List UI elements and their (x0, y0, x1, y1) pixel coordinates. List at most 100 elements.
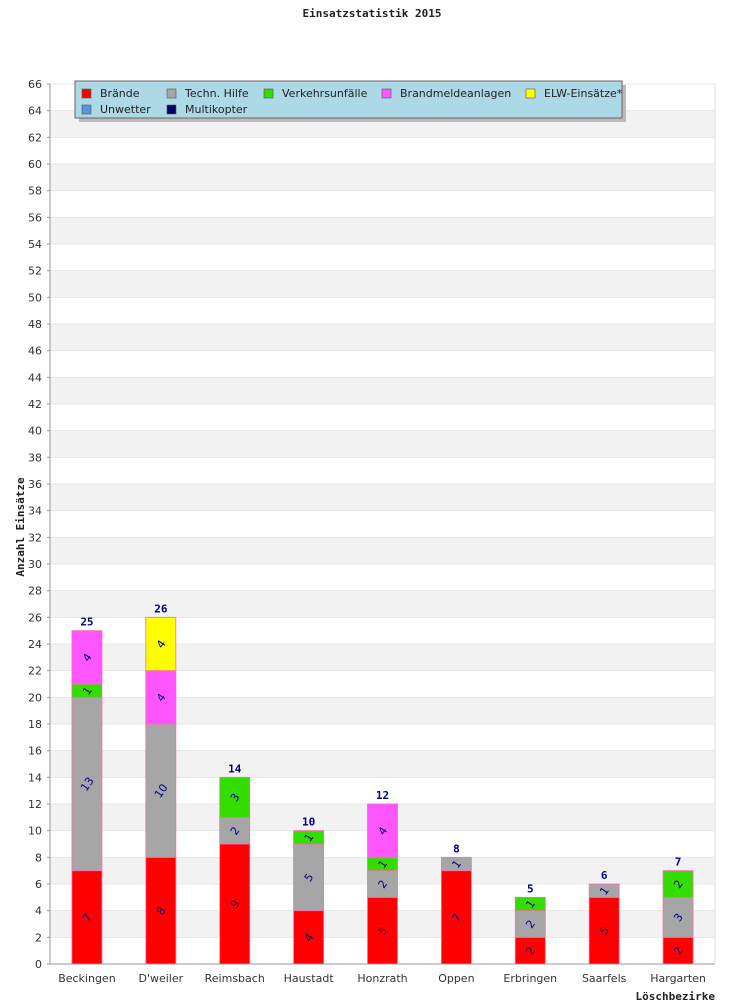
y-tick-label: 2 (35, 931, 42, 944)
grid-band (50, 484, 715, 511)
legend-label: Multikopter (185, 103, 248, 116)
x-tick-label: Erbringen (503, 972, 557, 985)
y-tick-label: 42 (28, 398, 42, 411)
legend-label: Techn. Hilfe (184, 87, 249, 100)
y-tick-label: 54 (28, 238, 42, 251)
y-tick-label: 20 (28, 691, 42, 704)
bar-segment (219, 816, 251, 845)
y-tick-label: 36 (28, 478, 42, 491)
bar-segment (514, 910, 546, 938)
legend-label: Brände (100, 87, 140, 100)
y-tick-label: 62 (28, 131, 42, 144)
bar-segment (293, 830, 325, 845)
legend-swatch (81, 88, 92, 99)
y-tick-label: 56 (28, 211, 42, 224)
bar-segment (367, 870, 398, 898)
legend-label: Unwetter (100, 103, 151, 116)
y-tick-label: 16 (28, 745, 42, 758)
bar-total-label: 5 (527, 882, 534, 895)
y-tick-label: 46 (28, 345, 42, 358)
grid-band (50, 164, 715, 191)
y-tick-label: 12 (28, 798, 42, 811)
bar-segment (588, 896, 620, 965)
bar-segment (145, 723, 177, 858)
bar-segment (71, 870, 103, 965)
bar-total-label: 25 (80, 616, 93, 629)
y-tick-label: 48 (28, 318, 42, 331)
bar-segment (440, 870, 472, 965)
y-tick-label: 30 (28, 558, 42, 571)
legend-label: Brandmeldeanlagen (400, 87, 511, 100)
x-tick-label: Reimsbach (205, 972, 265, 985)
y-tick-label: 66 (28, 78, 42, 91)
bar-segment (514, 936, 546, 965)
chart-title: Einsatzstatistik 2015 (302, 7, 441, 20)
y-tick-label: 26 (28, 611, 42, 624)
x-tick-label: Honzrath (357, 972, 407, 985)
bar-total-label: 6 (601, 869, 608, 882)
x-tick-label: Beckingen (58, 972, 116, 985)
bar-segment (588, 883, 620, 898)
grid-band (50, 217, 715, 244)
grid-band (50, 270, 715, 298)
x-tick-label: Hargarten (650, 972, 706, 985)
bar-segment (662, 870, 694, 898)
bar-segment (514, 896, 546, 912)
legend-label: Verkehrsunfälle (282, 87, 368, 100)
y-tick-label: 6 (35, 878, 42, 891)
bar-segment (219, 776, 251, 818)
y-tick-label: 44 (28, 371, 42, 384)
legend: Brände Techn. Hilfe Verkehrsunfälle Brandme… (74, 80, 626, 122)
bar-segment (440, 856, 472, 872)
bar-segment (71, 630, 103, 685)
y-tick-label: 50 (28, 291, 42, 304)
y-axis: 0246810121416182022242628303234363840424… (28, 78, 51, 971)
grid-band (50, 590, 715, 618)
legend-swatch (166, 88, 177, 99)
legend-swatch (81, 104, 92, 115)
y-tick-label: 52 (28, 265, 42, 278)
y-tick-label: 0 (35, 958, 42, 971)
grid-band (50, 430, 715, 458)
legend-swatch (525, 88, 536, 99)
legend-label: ELW-Einsätze* (544, 87, 623, 100)
y-tick-label: 24 (28, 638, 42, 651)
x-axis: Beckingen D'weiler Reimsbach Haustadt Honzra… (50, 963, 715, 985)
y-tick-label: 14 (28, 771, 42, 784)
grid-band (50, 324, 715, 351)
y-tick-label: 32 (28, 531, 42, 544)
bar-total-label: 26 (154, 602, 168, 615)
bar-total-label: 10 (302, 816, 315, 829)
y-tick-label: 28 (28, 585, 42, 598)
y-tick-label: 10 (28, 825, 42, 838)
y-axis-label: Anzahl Einsätze (14, 477, 27, 577)
x-tick-label: Saarfels (582, 972, 627, 985)
y-tick-label: 18 (28, 718, 42, 731)
y-tick-label: 8 (35, 851, 42, 864)
bar-total-label: 8 (453, 842, 460, 855)
bar-total-label: 14 (228, 762, 242, 775)
legend-swatch (263, 88, 274, 99)
y-tick-label: 34 (28, 505, 42, 518)
bar-total-label: 7 (675, 856, 682, 869)
bar-segment (145, 616, 177, 672)
y-tick-label: 22 (28, 665, 42, 678)
y-tick-label: 64 (28, 105, 42, 118)
x-tick-label: Haustadt (284, 972, 335, 985)
bar-total-label: 12 (376, 789, 389, 802)
legend-swatch (166, 104, 177, 115)
bar-segment (367, 803, 398, 858)
bar-segment (71, 696, 103, 872)
y-tick-label: 38 (28, 451, 42, 464)
grid-band (50, 377, 715, 404)
legend-swatch (381, 88, 392, 99)
y-tick-label: 60 (28, 158, 42, 171)
legend-box (74, 80, 623, 119)
y-tick-label: 40 (28, 425, 42, 438)
y-tick-label: 4 (35, 905, 42, 918)
x-tick-label: Oppen (438, 972, 474, 985)
bars: 7131425810442692314451105214127182215516… (71, 602, 694, 965)
x-axis-label: Löschbezirke (636, 990, 716, 1000)
bar-segment (293, 843, 325, 912)
